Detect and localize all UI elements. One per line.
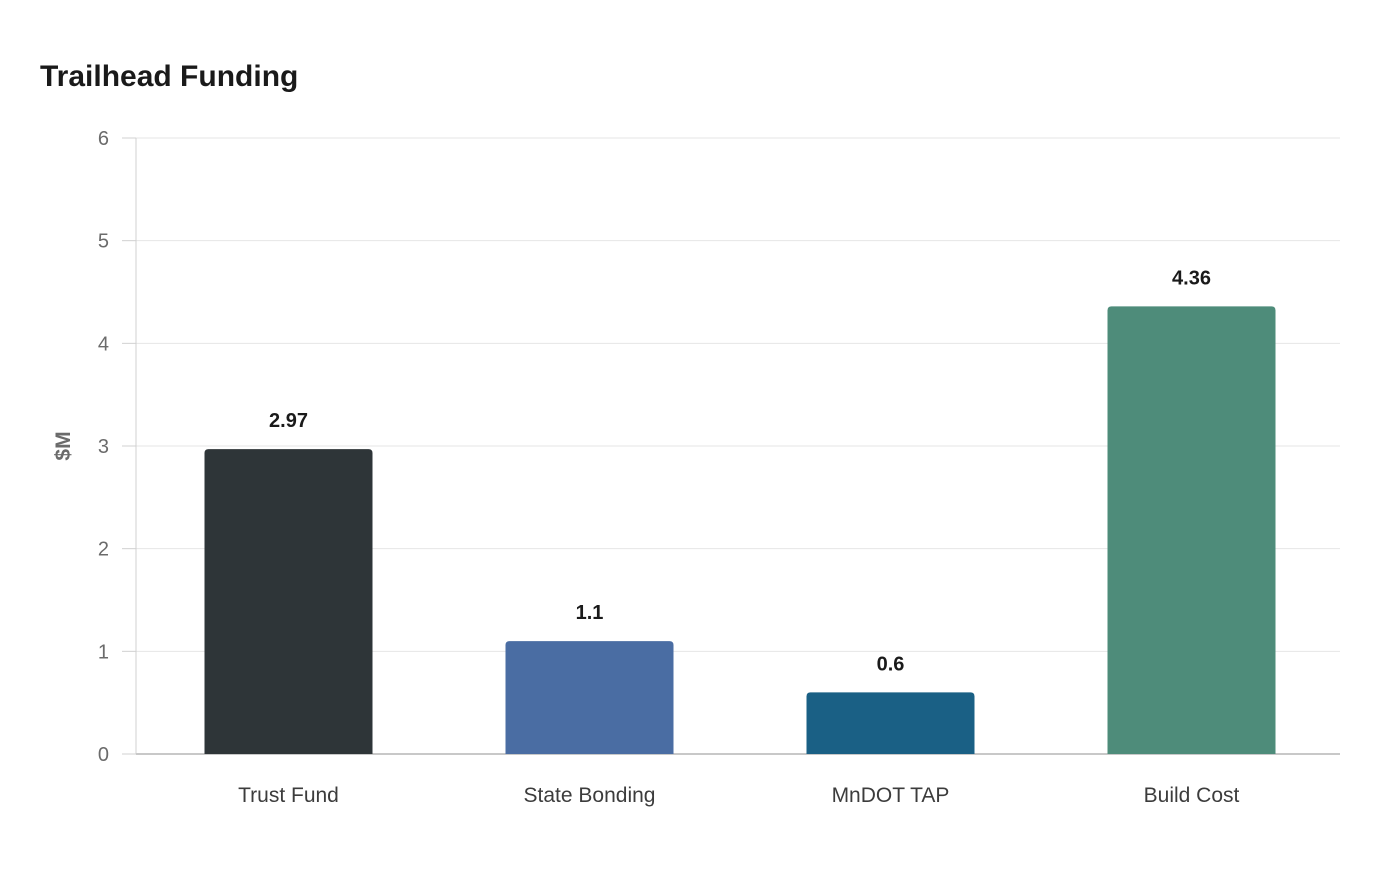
chart-title: Trailhead Funding [40, 60, 299, 93]
x-category-label: State Bonding [524, 784, 656, 807]
y-tick-label: 1 [98, 641, 109, 663]
bar-value-label: 2.97 [269, 410, 308, 432]
x-category-label: Build Cost [1144, 784, 1240, 807]
y-tick-label: 2 [98, 539, 109, 561]
bar-build-cost [1107, 306, 1276, 754]
y-tick-label: 0 [98, 744, 109, 766]
bar-value-label: 4.36 [1172, 267, 1211, 289]
bars [204, 306, 1276, 754]
bar-trust-fund [204, 449, 373, 754]
y-tick-label: 4 [98, 333, 109, 355]
y-tick-label: 5 [98, 231, 109, 253]
labels: 0 1 2 3 4 5 6 2.97 Trust Fund 1.1 State Bonding 0.6… [98, 128, 1240, 807]
y-tick-label: 3 [98, 436, 109, 458]
bar-state-bonding [505, 641, 674, 754]
x-category-label: Trust Fund [238, 784, 339, 807]
bar-value-label: 1.1 [576, 602, 604, 624]
x-category-label: MnDOT TAP [832, 784, 950, 807]
y-axis-title: $M [52, 431, 75, 460]
bar-mndot-tap [806, 692, 975, 754]
y-tick-label: 6 [98, 128, 109, 150]
bar-value-label: 0.6 [877, 653, 905, 675]
